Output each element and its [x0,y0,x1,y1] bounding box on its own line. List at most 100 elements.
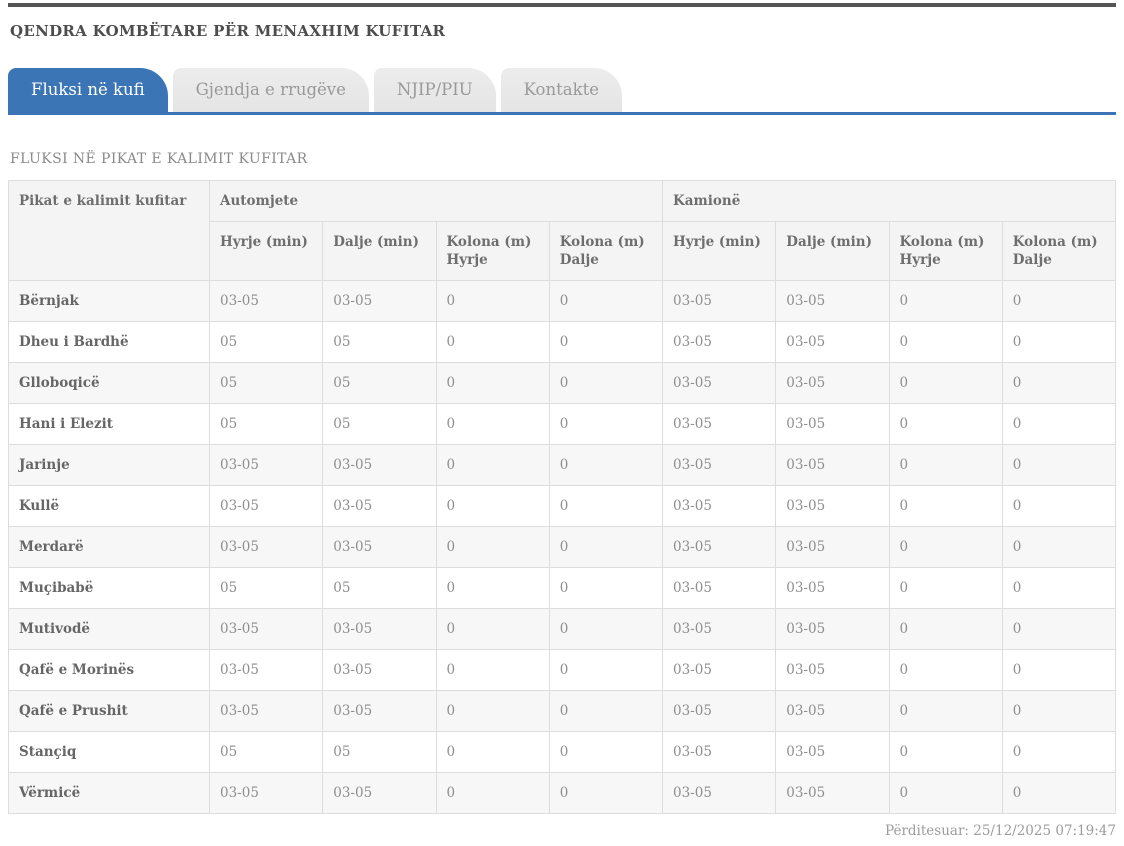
auto-dalje-cell: 03-05 [323,650,436,691]
table-row: Jarinje 03-05 03-05 0 0 03-05 03-05 0 0 [9,445,1116,486]
kamion-dalje-cell: 03-05 [776,281,889,322]
tab-gjendja-e-rrugeve[interactable]: Gjendja e rrugëve [173,68,369,112]
kamion-kolona-hyrje-cell: 0 [889,527,1002,568]
auto-hyrje-cell: 05 [210,568,323,609]
auto-kolona-hyrje-cell: 0 [436,732,549,773]
auto-dalje-cell: 03-05 [323,691,436,732]
auto-kolona-hyrje-cell: 0 [436,363,549,404]
auto-dalje-cell: 03-05 [323,527,436,568]
crossing-point-name-cell: Dheu i Bardhë [9,322,210,363]
auto-hyrje-cell: 05 [210,404,323,445]
tab-fluksi-ne-kufi[interactable]: Fluksi në kufi [8,68,168,112]
kamion-kolona-dalje-cell: 0 [1002,568,1115,609]
kamion-hyrje-cell: 03-05 [663,691,776,732]
crossing-point-name-cell: Muçibabë [9,568,210,609]
kamion-kolona-dalje-cell: 0 [1002,322,1115,363]
column-header-auto-kolona-hyrje: Kolona (m) Hyrje [436,222,549,281]
auto-hyrje-cell: 03-05 [210,609,323,650]
auto-kolona-dalje-cell: 0 [549,281,662,322]
kamion-dalje-cell: 03-05 [776,322,889,363]
kamion-kolona-hyrje-cell: 0 [889,486,1002,527]
auto-kolona-dalje-cell: 0 [549,773,662,814]
crossing-point-name-cell: Jarinje [9,445,210,486]
auto-hyrje-cell: 05 [210,363,323,404]
table-row: Merdarë 03-05 03-05 0 0 03-05 03-05 0 0 [9,527,1116,568]
kamion-kolona-dalje-cell: 0 [1002,445,1115,486]
table-row: Bërnjak 03-05 03-05 0 0 03-05 03-05 0 0 [9,281,1116,322]
column-header-kamion-kolona-hyrje: Kolona (m) Hyrje [889,222,1002,281]
auto-hyrje-cell: 03-05 [210,691,323,732]
kamion-kolona-hyrje-cell: 0 [889,773,1002,814]
page-title: QENDRA KOMBËTARE PËR MENAXHIM KUFITAR [10,22,1116,40]
kamion-hyrje-cell: 03-05 [663,650,776,691]
crossing-point-name-cell: Vërmicë [9,773,210,814]
auto-hyrje-cell: 03-05 [210,281,323,322]
kamion-kolona-dalje-cell: 0 [1002,650,1115,691]
auto-kolona-hyrje-cell: 0 [436,568,549,609]
kamion-hyrje-cell: 03-05 [663,404,776,445]
tab-njip-piu[interactable]: NJIP/PIU [374,68,496,112]
tab-kontakte[interactable]: Kontakte [501,68,622,112]
auto-kolona-hyrje-cell: 0 [436,650,549,691]
kamion-hyrje-cell: 03-05 [663,486,776,527]
kamion-hyrje-cell: 03-05 [663,568,776,609]
auto-kolona-hyrje-cell: 0 [436,609,549,650]
kamion-dalje-cell: 03-05 [776,691,889,732]
crossing-point-name-cell: Qafë e Morinës [9,650,210,691]
crossing-point-name-cell: Mutivodë [9,609,210,650]
auto-kolona-dalje-cell: 0 [549,363,662,404]
kamion-dalje-cell: 03-05 [776,445,889,486]
table-row: Stançiq 05 05 0 0 03-05 03-05 0 0 [9,732,1116,773]
auto-dalje-cell: 03-05 [323,486,436,527]
kamion-kolona-hyrje-cell: 0 [889,363,1002,404]
kamion-kolona-hyrje-cell: 0 [889,322,1002,363]
auto-dalje-cell: 05 [323,363,436,404]
table-row: Qafë e Morinës 03-05 03-05 0 0 03-05 03-… [9,650,1116,691]
table-row: Vërmicë 03-05 03-05 0 0 03-05 03-05 0 0 [9,773,1116,814]
auto-hyrje-cell: 03-05 [210,445,323,486]
auto-kolona-dalje-cell: 0 [549,404,662,445]
kamion-dalje-cell: 03-05 [776,773,889,814]
border-flux-table: Pikat e kalimit kufitar Automjete Kamion… [8,180,1116,814]
kamion-hyrje-cell: 03-05 [663,773,776,814]
table-row: Mutivodë 03-05 03-05 0 0 03-05 03-05 0 0 [9,609,1116,650]
kamion-dalje-cell: 03-05 [776,527,889,568]
auto-kolona-hyrje-cell: 0 [436,773,549,814]
auto-kolona-dalje-cell: 0 [549,568,662,609]
kamion-kolona-hyrje-cell: 0 [889,691,1002,732]
auto-hyrje-cell: 03-05 [210,486,323,527]
auto-kolona-hyrje-cell: 0 [436,691,549,732]
auto-kolona-hyrje-cell: 0 [436,527,549,568]
kamion-hyrje-cell: 03-05 [663,445,776,486]
kamion-kolona-hyrje-cell: 0 [889,609,1002,650]
column-header-auto-hyrje: Hyrje (min) [210,222,323,281]
kamion-dalje-cell: 03-05 [776,650,889,691]
table-body: Bërnjak 03-05 03-05 0 0 03-05 03-05 0 0 … [9,281,1116,814]
kamion-dalje-cell: 03-05 [776,609,889,650]
crossing-point-name-cell: Stançiq [9,732,210,773]
kamion-kolona-dalje-cell: 0 [1002,281,1115,322]
table-header: Pikat e kalimit kufitar Automjete Kamion… [9,181,1116,281]
crossing-point-name-cell: Merdarë [9,527,210,568]
kamion-kolona-dalje-cell: 0 [1002,691,1115,732]
auto-hyrje-cell: 03-05 [210,773,323,814]
group-header-kamione: Kamionë [663,181,1116,222]
kamion-dalje-cell: 03-05 [776,732,889,773]
auto-kolona-dalje-cell: 0 [549,527,662,568]
kamion-hyrje-cell: 03-05 [663,527,776,568]
auto-kolona-hyrje-cell: 0 [436,322,549,363]
kamion-hyrje-cell: 03-05 [663,732,776,773]
page-content: QENDRA KOMBËTARE PËR MENAXHIM KUFITAR Fl… [8,3,1116,839]
auto-hyrje-cell: 03-05 [210,650,323,691]
auto-dalje-cell: 05 [323,568,436,609]
crossing-point-name-cell: Qafë e Prushit [9,691,210,732]
auto-kolona-dalje-cell: 0 [549,650,662,691]
kamion-kolona-dalje-cell: 0 [1002,363,1115,404]
column-header-kamion-dalje: Dalje (min) [776,222,889,281]
auto-kolona-dalje-cell: 0 [549,732,662,773]
auto-kolona-dalje-cell: 0 [549,691,662,732]
tab-bar: Fluksi në kufi Gjendja e rrugëve NJIP/PI… [8,68,1116,115]
kamion-hyrje-cell: 03-05 [663,322,776,363]
auto-dalje-cell: 05 [323,322,436,363]
auto-hyrje-cell: 03-05 [210,527,323,568]
